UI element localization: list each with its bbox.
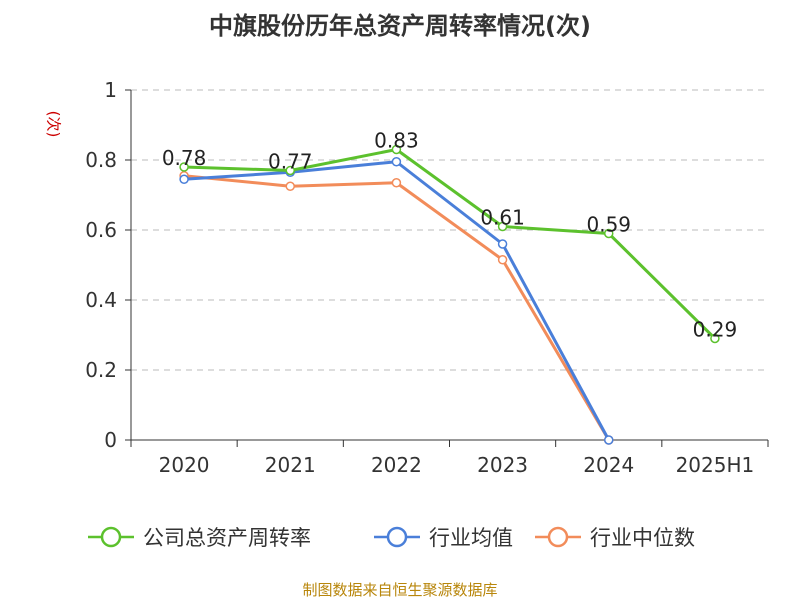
data-point [285, 165, 295, 176]
chart-title: 中旗股份历年总资产周转率情况(次) [209, 12, 591, 40]
x-tick-label: 2020 [159, 453, 210, 477]
data-point [391, 178, 402, 188]
data-point [497, 221, 508, 232]
data-label: 0.59 [586, 213, 631, 237]
legend-marker [386, 526, 408, 548]
series-line-1 [183, 160, 611, 441]
x-tick-label: 2023 [477, 453, 528, 477]
data-point [391, 144, 402, 155]
data-point [497, 239, 508, 249]
series-line-2 [183, 174, 611, 441]
legend-label: 公司总资产周转率 [143, 526, 311, 550]
x-tick-label: 2022 [371, 453, 422, 477]
data-label: 0.61 [480, 206, 525, 230]
y-tick-label: 0 [104, 428, 117, 452]
y-tick-label: 0.2 [85, 358, 117, 382]
legend-marker [100, 526, 122, 548]
y-tick-label: 0.8 [85, 148, 117, 172]
x-tick-label: 2025H1 [676, 453, 755, 477]
data-label: 0.77 [268, 150, 313, 174]
series-line-0 [184, 148, 716, 340]
x-tick-label: 2021 [265, 453, 316, 477]
data-point [497, 255, 508, 265]
data-point [391, 157, 402, 167]
source-note: 制图数据来自恒生聚源数据库 [302, 581, 498, 599]
y-tick-label: 0.4 [85, 288, 117, 312]
data-point [604, 435, 614, 445]
data-point [285, 181, 295, 191]
data-label: 0.29 [693, 318, 738, 342]
x-tick-label: 2024 [583, 453, 634, 477]
legend-marker [547, 526, 569, 548]
legend-label: 行业中位数 [590, 526, 695, 550]
data-label: 0.78 [162, 146, 207, 170]
y-tick-label: 0.6 [85, 218, 117, 242]
data-label: 0.83 [374, 129, 419, 153]
legend-label: 行业均值 [429, 526, 513, 550]
data-point [179, 162, 189, 172]
y-tick-label: 1 [104, 78, 117, 102]
data-point [179, 174, 189, 184]
data-point [604, 228, 614, 239]
data-point [710, 333, 720, 344]
